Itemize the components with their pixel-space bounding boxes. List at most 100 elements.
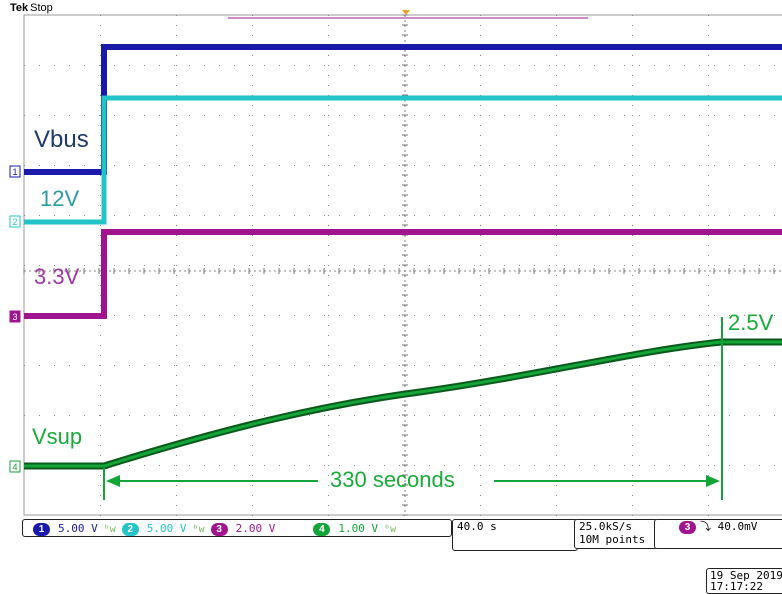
grid-dot (100, 145, 101, 146)
grid-dot (729, 465, 730, 466)
grid-dot (189, 215, 190, 216)
grid-dot (729, 165, 730, 166)
grid-dot (556, 455, 557, 456)
acquisition-box[interactable]: 25.0kS/s 10M points (574, 519, 658, 549)
grid-dot (699, 315, 700, 316)
grid-dot (129, 365, 130, 366)
time-label: 17:17:22 (710, 580, 763, 593)
grid-dot (669, 215, 670, 216)
grid-dot (480, 215, 481, 216)
grid-dot (159, 365, 160, 366)
grid-dot (384, 265, 385, 266)
grid-dot (489, 365, 490, 366)
grid-dot (54, 65, 55, 66)
grid-dot (114, 415, 115, 416)
grid-dot (339, 315, 340, 316)
grid-dot (328, 295, 329, 296)
grid-dot (654, 165, 655, 166)
grid-dot (714, 465, 715, 466)
ch3-ground-marker[interactable]: 3 (9, 310, 21, 323)
grid-dot (252, 395, 253, 396)
grid-dot (632, 205, 633, 206)
grid-dot (632, 245, 633, 246)
grid-dot (632, 515, 633, 516)
grid-dot (556, 515, 557, 516)
grid-dot (534, 415, 535, 416)
grid-dot (699, 215, 700, 216)
grid-dot (759, 65, 760, 66)
graticule-grid (24, 15, 775, 516)
grid-dot (176, 255, 177, 256)
grid-dot (654, 115, 655, 116)
ch4-ground-marker[interactable]: 4 (9, 460, 21, 473)
grid-dot (176, 405, 177, 406)
grid-dot (69, 165, 70, 166)
grid-dot (39, 265, 40, 266)
grid-dot (294, 265, 295, 266)
ch1-ground-marker[interactable]: 1 (9, 165, 21, 178)
grid-dot (632, 165, 633, 166)
grid-dot (774, 415, 775, 416)
ch1-badge[interactable]: 1 (33, 522, 50, 536)
grid-dot (294, 115, 295, 116)
grid-dot (324, 415, 325, 416)
grid-dot (708, 75, 709, 76)
grid-dot (708, 235, 709, 236)
grid-dot (429, 265, 430, 266)
label-2v5: 2.5V (728, 310, 774, 335)
grid-dot (480, 205, 481, 206)
grid-dot (534, 65, 535, 66)
trigger-box[interactable]: 3 ⤵ 40.0mV (654, 519, 782, 549)
grid-dot (549, 115, 550, 116)
grid-dot (729, 115, 730, 116)
grid-dot (100, 155, 101, 156)
grid-dot (252, 165, 253, 166)
label-12v: 12V (40, 186, 80, 211)
timebase-box[interactable]: 40.0 s (452, 519, 578, 551)
grid-dot (444, 115, 445, 116)
grid-dot (632, 135, 633, 136)
grid-dot (632, 495, 633, 496)
grid-dot (24, 65, 25, 66)
grid-dot (354, 115, 355, 116)
grid-dot (556, 295, 557, 296)
grid-dot (504, 165, 505, 166)
grid-dot (252, 335, 253, 336)
grid-dot (708, 355, 709, 356)
grid-dot (414, 65, 415, 66)
grid-dot (556, 325, 557, 326)
grid-dot (669, 165, 670, 166)
ch4-badge[interactable]: 4 (313, 522, 331, 536)
grid-dot (480, 475, 481, 476)
grid-dot (176, 85, 177, 86)
grid-dot (708, 325, 709, 326)
grid-dot (480, 185, 481, 186)
grid-dot (252, 245, 253, 246)
ch2-ground-marker[interactable]: 2 (9, 215, 21, 228)
grid-dot (744, 415, 745, 416)
grid-dot (384, 165, 385, 166)
grid-dot (556, 335, 557, 336)
grid-dot (176, 315, 177, 316)
grid-dot (252, 25, 253, 26)
grid-dot (100, 345, 101, 346)
grid-dot (144, 265, 145, 266)
grid-dot (252, 365, 253, 366)
grid-dot (99, 365, 100, 366)
grid-dot (632, 255, 633, 256)
grid-dot (100, 65, 101, 66)
grid-dot (594, 465, 595, 466)
grid-dot (384, 415, 385, 416)
ch2-badge[interactable]: 2 (121, 522, 139, 536)
grid-dot (556, 435, 557, 436)
grid-dot (339, 115, 340, 116)
grid-dot (339, 465, 340, 466)
grid-dot (354, 365, 355, 366)
ch3-badge[interactable]: 3 (210, 522, 228, 536)
grid-dot (669, 315, 670, 316)
grid-dot (708, 505, 709, 506)
scope-header: Tek Stop (10, 2, 53, 14)
grid-dot (744, 365, 745, 366)
grid-dot (309, 65, 310, 66)
grid-dot (144, 365, 145, 366)
